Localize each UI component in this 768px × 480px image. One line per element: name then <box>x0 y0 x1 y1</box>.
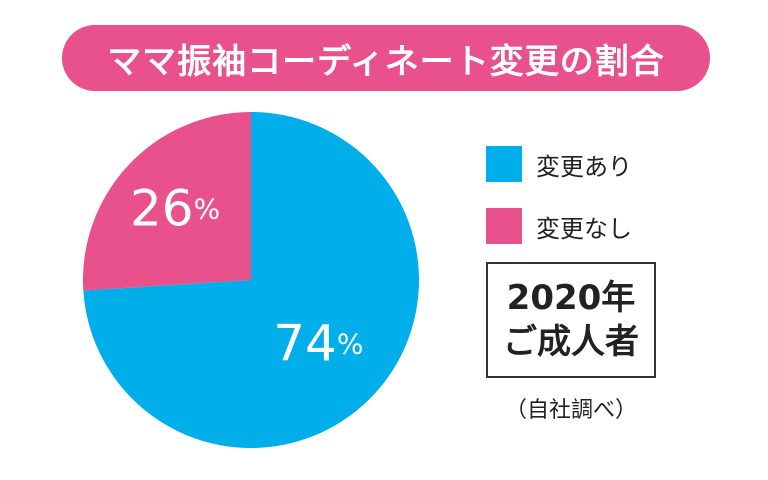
legend-swatch-changed <box>486 146 522 182</box>
legend-item-unchanged: 変更なし <box>486 204 686 248</box>
legend-item-changed: 変更あり <box>486 142 686 186</box>
cohort-box: 2020年 ご成人者 <box>486 262 656 378</box>
pie-slice-changed <box>83 112 419 449</box>
chart-title: ママ振袖コーディネート変更の割合 <box>62 25 710 91</box>
cohort-year: 2020年 <box>506 278 636 318</box>
legend-label-unchanged: 変更なし <box>536 214 632 243</box>
source-note: （自社調べ） <box>504 398 637 423</box>
legend-label-changed: 変更あり <box>536 152 632 181</box>
pie-label-changed: 74% <box>273 314 363 372</box>
pie-slice-unchanged <box>83 112 251 291</box>
cohort-label: ご成人者 <box>503 322 639 362</box>
legend: 変更あり 変更なし <box>486 142 686 266</box>
legend-swatch-unchanged <box>486 208 522 244</box>
pie-label-unchanged: 26% <box>130 180 220 238</box>
